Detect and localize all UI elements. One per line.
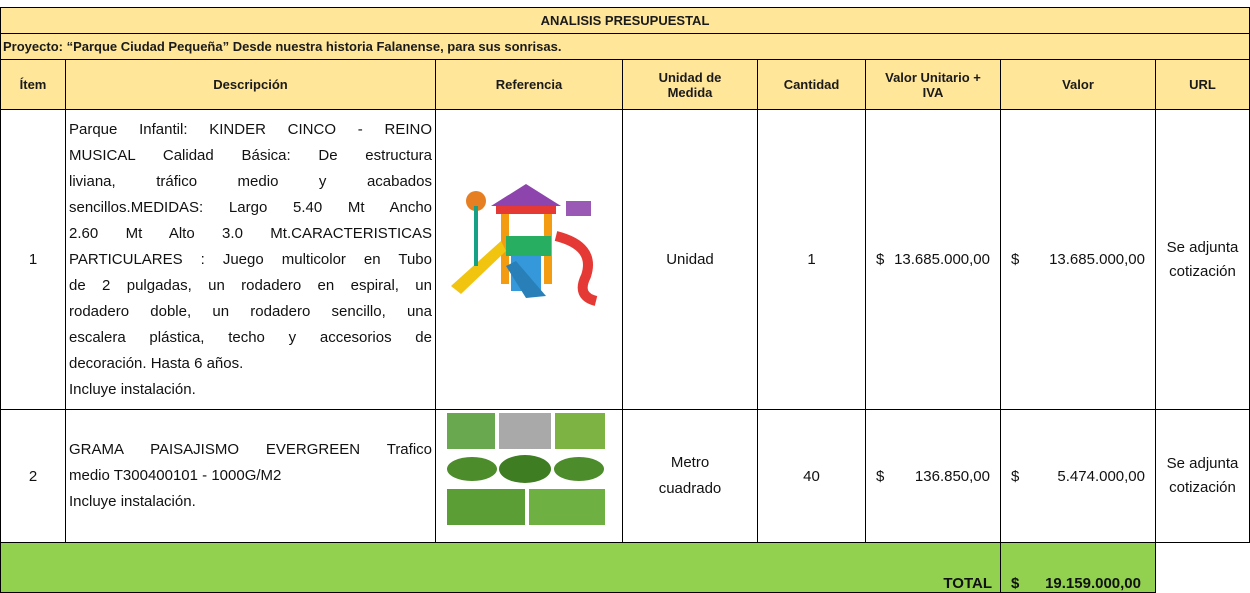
- description-line: de 2 pulgadas, un rodadero en espiral, u…: [69, 276, 432, 294]
- column-header: URL: [1156, 60, 1250, 110]
- description-line: Parque Infantil: KINDER CINCO - REINO: [69, 120, 432, 138]
- description-line: sencillos.MEDIDAS: Largo 5.40 Mt Ancho: [69, 198, 432, 216]
- column-header: Referencia: [436, 60, 623, 110]
- url-cell: Se adjunta cotización: [1156, 410, 1250, 543]
- unit-value-cell: $13.685.000,00: [866, 110, 1001, 410]
- amount: 13.685.000,00: [1049, 251, 1145, 268]
- currency-symbol: $: [1011, 467, 1020, 485]
- currency-symbol: $: [876, 251, 885, 268]
- quantity-cell: 1: [758, 110, 866, 410]
- currency-symbol: $: [1011, 251, 1020, 268]
- currency-symbol: $: [1011, 575, 1020, 592]
- value-cell: $5.474.000,00: [1001, 410, 1156, 543]
- column-header: Unidad de Medida: [623, 60, 758, 110]
- item-cell: 1: [0, 110, 66, 410]
- column-header: Descripción: [66, 60, 436, 110]
- total-label-cell: TOTAL: [0, 543, 1001, 593]
- description-line: escalera plástica, techo y accesorios de: [69, 328, 432, 346]
- reference-cell: [436, 110, 623, 410]
- playground-image: [451, 184, 598, 306]
- item-cell: 2: [0, 410, 66, 543]
- url-cell: Se adjunta cotización: [1156, 110, 1250, 410]
- description-cell: Parque Infantil: KINDER CINCO - REINO MUS…: [66, 110, 436, 410]
- grass-image: [447, 413, 605, 525]
- description-note: Incluye instalación.: [69, 380, 196, 398]
- currency-symbol: $: [876, 467, 885, 485]
- description-line: decoración. Hasta 6 años.: [69, 354, 244, 372]
- description-line: 2.60 Mt Alto 3.0 Mt.CARACTERISTICAS: [69, 224, 432, 242]
- description-line: medio T300400101 - 1000G/M2: [69, 467, 282, 484]
- column-header: Valor Unitario + IVA: [866, 60, 1001, 110]
- description-line: rodadero doble, un rodadero sencillo, un…: [69, 302, 432, 320]
- unit-cell: Metro cuadrado: [623, 410, 758, 543]
- total-value-cell: $19.159.000,00: [1001, 543, 1156, 593]
- amount: 13.685.000,00: [894, 251, 990, 268]
- reference-cell: [436, 410, 623, 543]
- amount: 5.474.000,00: [1057, 467, 1145, 485]
- amount: 19.159.000,00: [1045, 575, 1141, 592]
- quantity-cell: 40: [758, 410, 866, 543]
- column-header: Ítem: [0, 60, 66, 110]
- description-note: Incluye instalación.: [69, 493, 196, 510]
- column-header: Valor: [1001, 60, 1156, 110]
- title-cell: ANALISIS PRESUPUESTAL: [0, 7, 1250, 34]
- amount: 136.850,00: [914, 467, 990, 485]
- unit-value-cell: $136.850,00: [866, 410, 1001, 543]
- value-cell: $13.685.000,00: [1001, 110, 1156, 410]
- description-cell: GRAMA PAISAJISMO EVERGREEN Trafico medio …: [66, 410, 436, 543]
- description-line: GRAMA PAISAJISMO EVERGREEN Trafico: [69, 441, 432, 458]
- project-cell: Proyecto: “Parque Ciudad Pequeña” Desde …: [0, 34, 1250, 60]
- description-line: liviana, tráfico medio y acabados: [69, 172, 432, 190]
- description-line: MUSICAL Calidad Básica: De estructura: [69, 146, 432, 164]
- column-header: Cantidad: [758, 60, 866, 110]
- description-line: PARTICULARES : Juego multicolor en Tubo: [69, 250, 432, 268]
- unit-cell: Unidad: [623, 110, 758, 410]
